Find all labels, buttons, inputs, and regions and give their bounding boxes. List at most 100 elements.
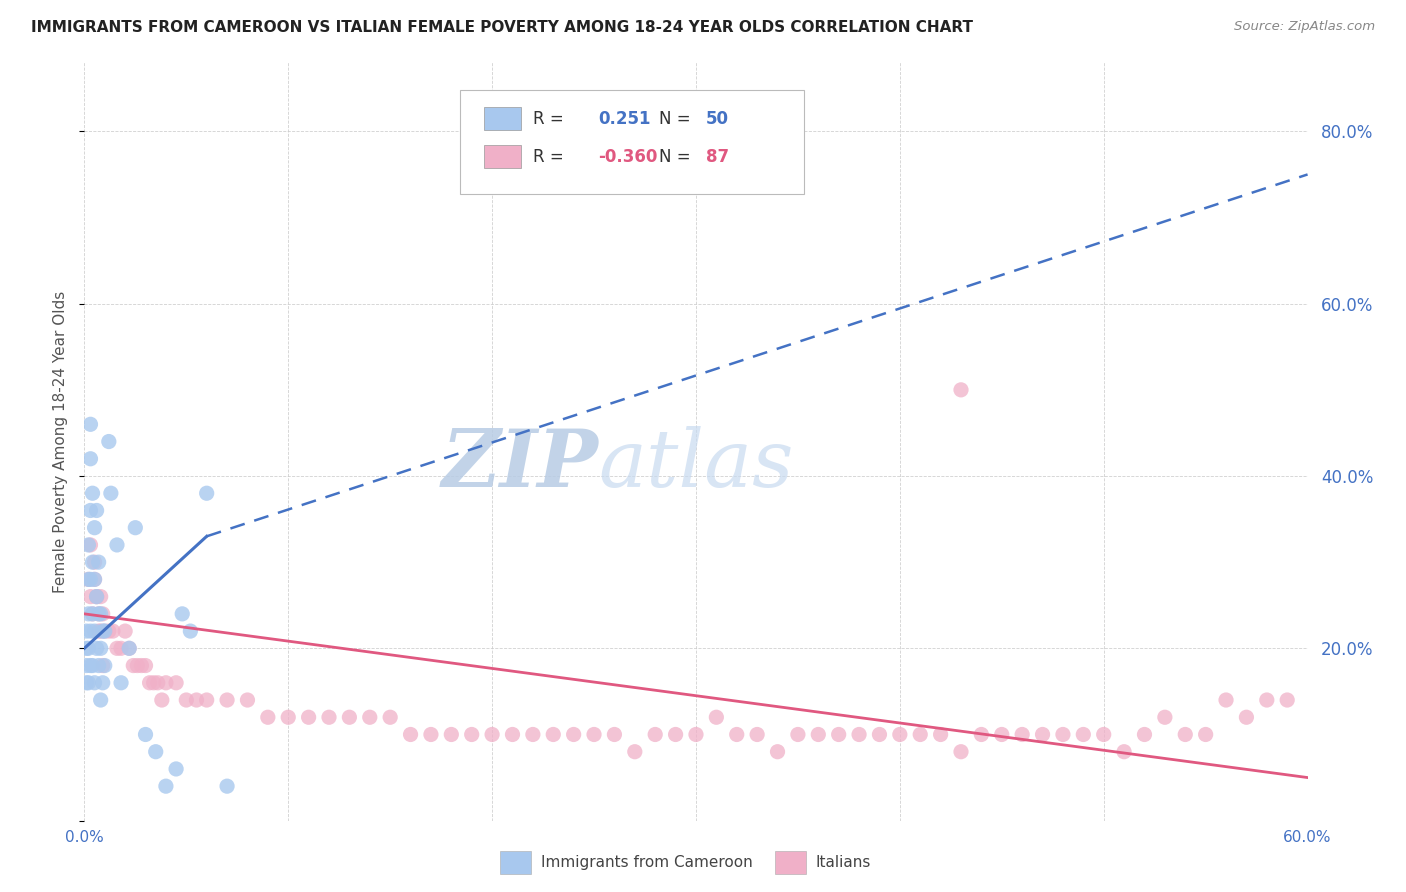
Point xyxy=(77,573,100,587)
FancyBboxPatch shape xyxy=(484,107,522,130)
Text: Italians: Italians xyxy=(815,855,872,870)
Point xyxy=(1277,693,1299,707)
Point xyxy=(93,624,115,639)
Point xyxy=(1174,727,1197,741)
Point xyxy=(502,727,524,741)
Point xyxy=(90,590,112,604)
Point xyxy=(440,727,463,741)
Text: IMMIGRANTS FROM CAMEROON VS ITALIAN FEMALE POVERTY AMONG 18-24 YEAR OLDS CORRELA: IMMIGRANTS FROM CAMEROON VS ITALIAN FEMA… xyxy=(31,20,973,35)
Point xyxy=(665,727,688,741)
Point xyxy=(82,607,104,621)
Point xyxy=(82,658,104,673)
Point xyxy=(83,555,105,569)
Point xyxy=(79,658,101,673)
Point xyxy=(910,727,932,741)
Point xyxy=(236,693,259,707)
Point xyxy=(86,590,108,604)
Point xyxy=(142,675,165,690)
Point xyxy=(217,779,239,793)
Point xyxy=(1133,727,1156,741)
Point xyxy=(138,675,160,690)
Point xyxy=(380,710,402,724)
Point xyxy=(87,555,110,569)
Text: 0.251: 0.251 xyxy=(598,111,651,128)
Point xyxy=(1236,710,1258,724)
Text: Immigrants from Cameroon: Immigrants from Cameroon xyxy=(541,855,752,870)
Point xyxy=(195,486,218,500)
FancyBboxPatch shape xyxy=(776,851,806,874)
Text: R =: R = xyxy=(533,111,575,128)
Point xyxy=(257,710,280,724)
Point xyxy=(1215,693,1237,707)
Point xyxy=(75,658,97,673)
Point xyxy=(87,607,110,621)
Point xyxy=(110,675,132,690)
Point xyxy=(217,693,239,707)
Point xyxy=(787,727,810,741)
Point xyxy=(83,573,105,587)
Point xyxy=(79,590,101,604)
Point xyxy=(848,727,870,741)
Text: atlas: atlas xyxy=(598,425,793,503)
Point xyxy=(135,727,157,741)
Point xyxy=(603,727,626,741)
Point xyxy=(124,521,146,535)
Point xyxy=(1154,710,1177,724)
Point xyxy=(277,710,299,724)
Point xyxy=(87,624,110,639)
Point xyxy=(105,641,128,656)
Point xyxy=(77,641,100,656)
Point xyxy=(75,675,97,690)
Point xyxy=(91,658,114,673)
Text: ZIP: ZIP xyxy=(441,425,598,503)
Point xyxy=(83,573,105,587)
Point xyxy=(747,727,769,741)
Point xyxy=(174,693,197,707)
Text: Source: ZipAtlas.com: Source: ZipAtlas.com xyxy=(1234,20,1375,33)
Point xyxy=(86,503,108,517)
Point xyxy=(79,503,101,517)
Point xyxy=(807,727,830,741)
Point xyxy=(131,658,153,673)
Point xyxy=(114,624,136,639)
Point xyxy=(970,727,993,741)
Point xyxy=(86,641,108,656)
Point xyxy=(624,745,647,759)
Point xyxy=(706,710,728,724)
Point xyxy=(869,727,891,741)
Point xyxy=(90,641,112,656)
Point xyxy=(127,658,149,673)
Point xyxy=(83,521,105,535)
Point xyxy=(91,607,114,621)
Point xyxy=(1256,693,1278,707)
Point xyxy=(155,779,177,793)
Point xyxy=(522,727,544,741)
FancyBboxPatch shape xyxy=(460,90,804,194)
Point xyxy=(77,538,100,552)
Point xyxy=(90,693,112,707)
Point xyxy=(93,658,115,673)
Text: R =: R = xyxy=(533,148,569,166)
Point xyxy=(145,745,167,759)
Text: N =: N = xyxy=(659,148,696,166)
Point xyxy=(82,555,104,569)
Point xyxy=(82,607,104,621)
Point xyxy=(543,727,565,741)
Point xyxy=(318,710,340,724)
Point xyxy=(87,607,110,621)
Point xyxy=(105,538,128,552)
Point xyxy=(165,675,187,690)
Point xyxy=(146,675,169,690)
Point xyxy=(399,727,422,741)
Point xyxy=(79,451,101,466)
Point xyxy=(118,641,141,656)
Point xyxy=(562,727,585,741)
Point xyxy=(83,624,105,639)
Point xyxy=(991,727,1014,741)
Point xyxy=(79,417,101,432)
FancyBboxPatch shape xyxy=(484,145,522,168)
Point xyxy=(481,727,503,741)
Text: 87: 87 xyxy=(706,148,728,166)
Text: 50: 50 xyxy=(706,111,728,128)
Point xyxy=(685,727,707,741)
